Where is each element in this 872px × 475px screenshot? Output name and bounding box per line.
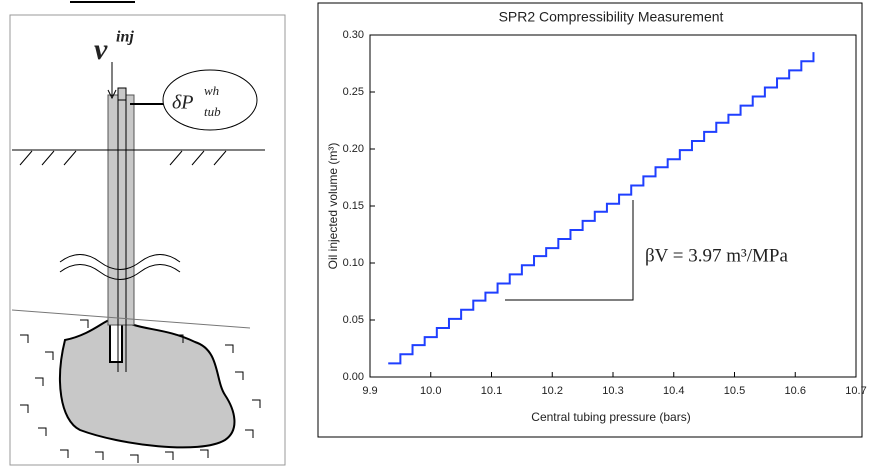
tube-head bbox=[117, 87, 127, 101]
inj-sup: inj bbox=[116, 29, 134, 46]
well-diagram: v inj δP wh tub bbox=[9, 1, 286, 466]
x-tick-label: 10.3 bbox=[602, 385, 623, 397]
y-tick-label: 0.05 bbox=[343, 314, 364, 326]
x-tick-label: 10.4 bbox=[663, 385, 684, 397]
x-tick-label: 10.2 bbox=[542, 385, 563, 397]
x-tick-label: 10.0 bbox=[420, 385, 441, 397]
pressure-sup: wh bbox=[204, 83, 219, 98]
inj-label: v bbox=[94, 33, 108, 66]
slope-triangle bbox=[505, 200, 634, 301]
rock-line bbox=[11, 309, 251, 329]
x-tick-label: 9.9 bbox=[362, 385, 377, 397]
y-tick-label: 0.00 bbox=[343, 371, 364, 383]
y-axis-label: Oil injected volume (m³) bbox=[326, 143, 340, 270]
y-tick-label: 0.10 bbox=[343, 257, 364, 269]
x-tick-label: 10.7 bbox=[845, 385, 866, 397]
x-tick-label: 10.1 bbox=[481, 385, 502, 397]
x-axis-label: Central tubing pressure (bars) bbox=[531, 410, 690, 424]
inj-arrowhead bbox=[107, 89, 117, 100]
y-tick-label: 0.30 bbox=[343, 29, 364, 41]
rock-marks bbox=[20, 319, 261, 463]
y-tick-label: 0.15 bbox=[343, 200, 364, 212]
x-tick-label: 10.5 bbox=[724, 385, 745, 397]
cavern bbox=[59, 318, 236, 449]
y-tick-label: 0.25 bbox=[343, 86, 364, 98]
data-line bbox=[388, 52, 815, 365]
pressure-bubble bbox=[162, 69, 258, 131]
pressure-label: δP bbox=[172, 92, 194, 114]
y-tick-label: 0.20 bbox=[343, 143, 364, 155]
break-mark bbox=[59, 254, 181, 280]
outer-tube bbox=[107, 94, 135, 326]
slope-annotation: βV = 3.97 m³/MPa bbox=[645, 245, 788, 266]
x-tick-label: 10.6 bbox=[785, 385, 806, 397]
chart-title: SPR2 Compressibility Measurement bbox=[499, 9, 724, 25]
ground-hatch bbox=[19, 150, 227, 166]
pressure-sub: tub bbox=[204, 104, 221, 119]
